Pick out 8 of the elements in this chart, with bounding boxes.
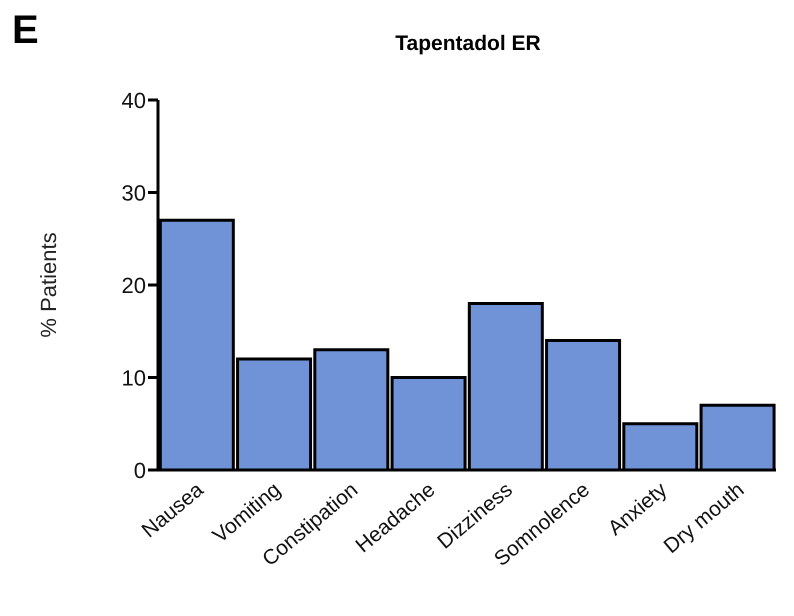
y-tick-label: 30 xyxy=(122,180,146,206)
chart-title: Tapentadol ER xyxy=(394,32,542,56)
y-tick-label: 0 xyxy=(134,458,146,483)
y-tick-label: 40 xyxy=(122,88,146,113)
text: E xyxy=(12,8,39,53)
y-axis-title: % Patients xyxy=(36,232,61,338)
y-tick-label: 10 xyxy=(122,365,146,390)
y-tick-label: 20 xyxy=(122,272,146,298)
